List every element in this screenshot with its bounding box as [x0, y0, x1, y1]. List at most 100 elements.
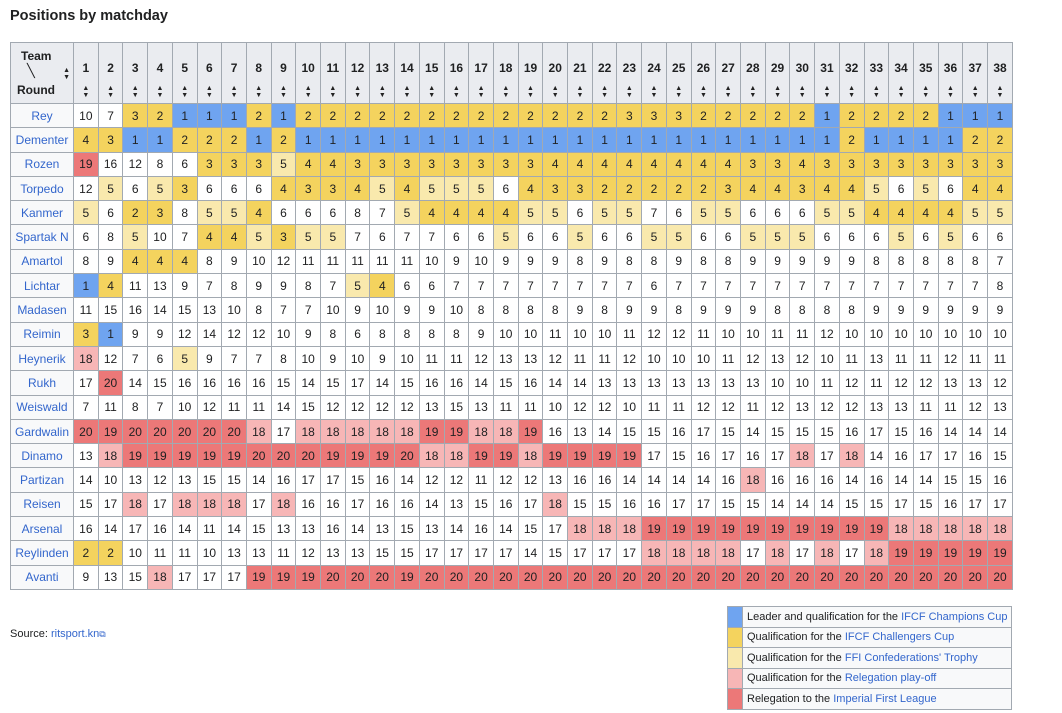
sort-icon[interactable]: ▲ ▼	[156, 85, 164, 99]
legend-link[interactable]: Relegation play-off	[844, 672, 937, 685]
round-header-9[interactable]: 9 ▲ ▼	[270, 42, 297, 104]
round-header-34[interactable]: 34 ▲ ▼	[888, 42, 914, 104]
sort-icon[interactable]: ▲ ▼	[774, 85, 781, 99]
round-header-7[interactable]: 7 ▲ ▼	[221, 42, 247, 104]
team-link[interactable]: Amartol	[21, 254, 63, 269]
team-link[interactable]: Rukh	[27, 375, 56, 390]
round-header-5[interactable]: 5 ▲ ▼	[171, 42, 198, 104]
legend-link[interactable]: Imperial First League	[833, 692, 937, 705]
round-header-15[interactable]: 15 ▲ ▼	[418, 42, 445, 104]
team-link[interactable]: Heynerik	[18, 351, 66, 366]
legend-link[interactable]: IFCF Champions Cup	[901, 610, 1008, 623]
sort-icon[interactable]: ▲ ▼	[378, 85, 386, 99]
sort-icon[interactable]: ▲ ▼	[848, 85, 856, 99]
round-header-1[interactable]: 1 ▲ ▼	[73, 42, 99, 104]
sort-icon[interactable]: ▲ ▼	[63, 67, 70, 81]
round-header-36[interactable]: 36 ▲ ▼	[937, 42, 964, 104]
round-header-26[interactable]: 26 ▲ ▼	[690, 42, 717, 104]
team-round-header[interactable]: Team ╲ Round ▲ ▼	[10, 42, 74, 104]
round-header-27[interactable]: 27 ▲ ▼	[715, 42, 741, 104]
round-header-18[interactable]: 18 ▲ ▼	[492, 42, 519, 104]
team-link[interactable]: Avanti	[25, 570, 59, 585]
sort-icon[interactable]: ▲ ▼	[255, 85, 263, 99]
team-link[interactable]: Madasen	[17, 303, 67, 318]
round-header-6[interactable]: 6 ▲ ▼	[196, 42, 223, 104]
round-header-30[interactable]: 30 ▲ ▼	[789, 42, 816, 104]
sort-icon[interactable]: ▲ ▼	[329, 85, 337, 99]
sort-icon[interactable]: ▲ ▼	[650, 85, 658, 99]
sort-icon[interactable]: ▲ ▼	[280, 85, 287, 99]
round-header-23[interactable]: 23 ▲ ▼	[616, 42, 643, 104]
team-link[interactable]: Partizan	[19, 473, 65, 488]
team-link[interactable]: Spartak N	[15, 230, 69, 245]
team-link[interactable]: Reisen	[23, 497, 61, 512]
sort-icon[interactable]: ▲ ▼	[724, 85, 732, 99]
sort-icon[interactable]: ▲ ▼	[922, 85, 930, 99]
team-link[interactable]: Reimin	[23, 327, 61, 342]
sort-icon[interactable]: ▲ ▼	[205, 85, 213, 99]
round-header-28[interactable]: 28 ▲ ▼	[739, 42, 766, 104]
sort-icon[interactable]: ▲ ▼	[477, 85, 485, 99]
round-header-3[interactable]: 3 ▲ ▼	[122, 42, 149, 104]
round-header-19[interactable]: 19 ▲ ▼	[517, 42, 544, 104]
team-link[interactable]: Dinamo	[21, 448, 63, 463]
sort-icon[interactable]: ▲ ▼	[527, 85, 534, 99]
sort-icon[interactable]: ▲ ▼	[996, 85, 1004, 99]
round-header-17[interactable]: 17 ▲ ▼	[468, 42, 494, 104]
team-link[interactable]: Torpedo	[20, 181, 64, 196]
round-header-21[interactable]: 21 ▲ ▼	[567, 42, 593, 104]
round-header-22[interactable]: 22 ▲ ▼	[591, 42, 618, 104]
legend-link[interactable]: IFCF Challengers Cup	[844, 631, 955, 644]
round-header-13[interactable]: 13 ▲ ▼	[369, 42, 396, 104]
legend-link[interactable]: FFI Confederations' Trophy	[844, 651, 978, 664]
team-link[interactable]: Rey	[31, 108, 53, 123]
round-header-25[interactable]: 25 ▲ ▼	[665, 42, 692, 104]
team-link[interactable]: Dementer	[15, 132, 69, 147]
round-header-35[interactable]: 35 ▲ ▼	[912, 42, 939, 104]
sort-icon[interactable]: ▲ ▼	[576, 85, 584, 99]
sort-icon[interactable]: ▲ ▼	[107, 85, 115, 99]
sort-icon[interactable]: ▲ ▼	[601, 85, 609, 99]
team-link[interactable]: Rozen	[24, 157, 60, 172]
round-header-29[interactable]: 29 ▲ ▼	[764, 42, 791, 104]
round-header-20[interactable]: 20 ▲ ▼	[542, 42, 569, 104]
round-header-32[interactable]: 32 ▲ ▼	[838, 42, 865, 104]
sort-icon[interactable]: ▲ ▼	[946, 85, 954, 99]
team-link[interactable]: Gardwalin	[14, 424, 70, 439]
sort-icon[interactable]: ▲ ▼	[675, 85, 683, 99]
round-header-4[interactable]: 4 ▲ ▼	[147, 42, 173, 104]
round-header-2[interactable]: 2 ▲ ▼	[97, 42, 124, 104]
sort-icon[interactable]: ▲ ▼	[971, 85, 979, 99]
sort-icon[interactable]: ▲ ▼	[452, 85, 460, 99]
round-header-10[interactable]: 10 ▲ ▼	[295, 42, 322, 104]
sort-icon[interactable]: ▲ ▼	[131, 85, 139, 99]
sort-icon[interactable]: ▲ ▼	[749, 85, 757, 99]
sort-icon[interactable]: ▲ ▼	[699, 85, 707, 99]
round-header-14[interactable]: 14 ▲ ▼	[394, 42, 420, 104]
round-header-24[interactable]: 24 ▲ ▼	[641, 42, 667, 104]
sort-icon[interactable]: ▲ ▼	[823, 85, 831, 99]
sort-icon[interactable]: ▲ ▼	[82, 85, 90, 99]
team-link[interactable]: Weiswald	[16, 400, 68, 415]
source-link[interactable]: ritsport.kn	[50, 628, 100, 640]
sort-icon[interactable]: ▲ ▼	[502, 85, 510, 99]
sort-icon[interactable]: ▲ ▼	[551, 85, 559, 99]
sort-icon[interactable]: ▲ ▼	[304, 85, 312, 99]
round-header-8[interactable]: 8 ▲ ▼	[245, 42, 272, 104]
round-header-12[interactable]: 12 ▲ ▼	[344, 42, 371, 104]
sort-icon[interactable]: ▲ ▼	[798, 85, 806, 99]
sort-icon[interactable]: ▲ ▼	[230, 85, 238, 99]
sort-icon[interactable]: ▲ ▼	[625, 85, 633, 99]
team-link[interactable]: Kanmer	[20, 205, 64, 220]
round-header-16[interactable]: 16 ▲ ▼	[443, 42, 470, 104]
round-header-11[interactable]: 11 ▲ ▼	[320, 42, 346, 104]
sort-icon[interactable]: ▲ ▼	[872, 85, 880, 99]
sort-icon[interactable]: ▲ ▼	[897, 85, 905, 99]
team-link[interactable]: Lichtar	[23, 278, 61, 293]
sort-icon[interactable]: ▲ ▼	[403, 85, 411, 99]
round-header-33[interactable]: 33 ▲ ▼	[863, 42, 890, 104]
sort-icon[interactable]: ▲ ▼	[428, 85, 436, 99]
round-header-38[interactable]: 38 ▲ ▼	[987, 42, 1013, 104]
team-link[interactable]: Arsenal	[21, 521, 63, 536]
sort-icon[interactable]: ▲ ▼	[181, 85, 189, 99]
